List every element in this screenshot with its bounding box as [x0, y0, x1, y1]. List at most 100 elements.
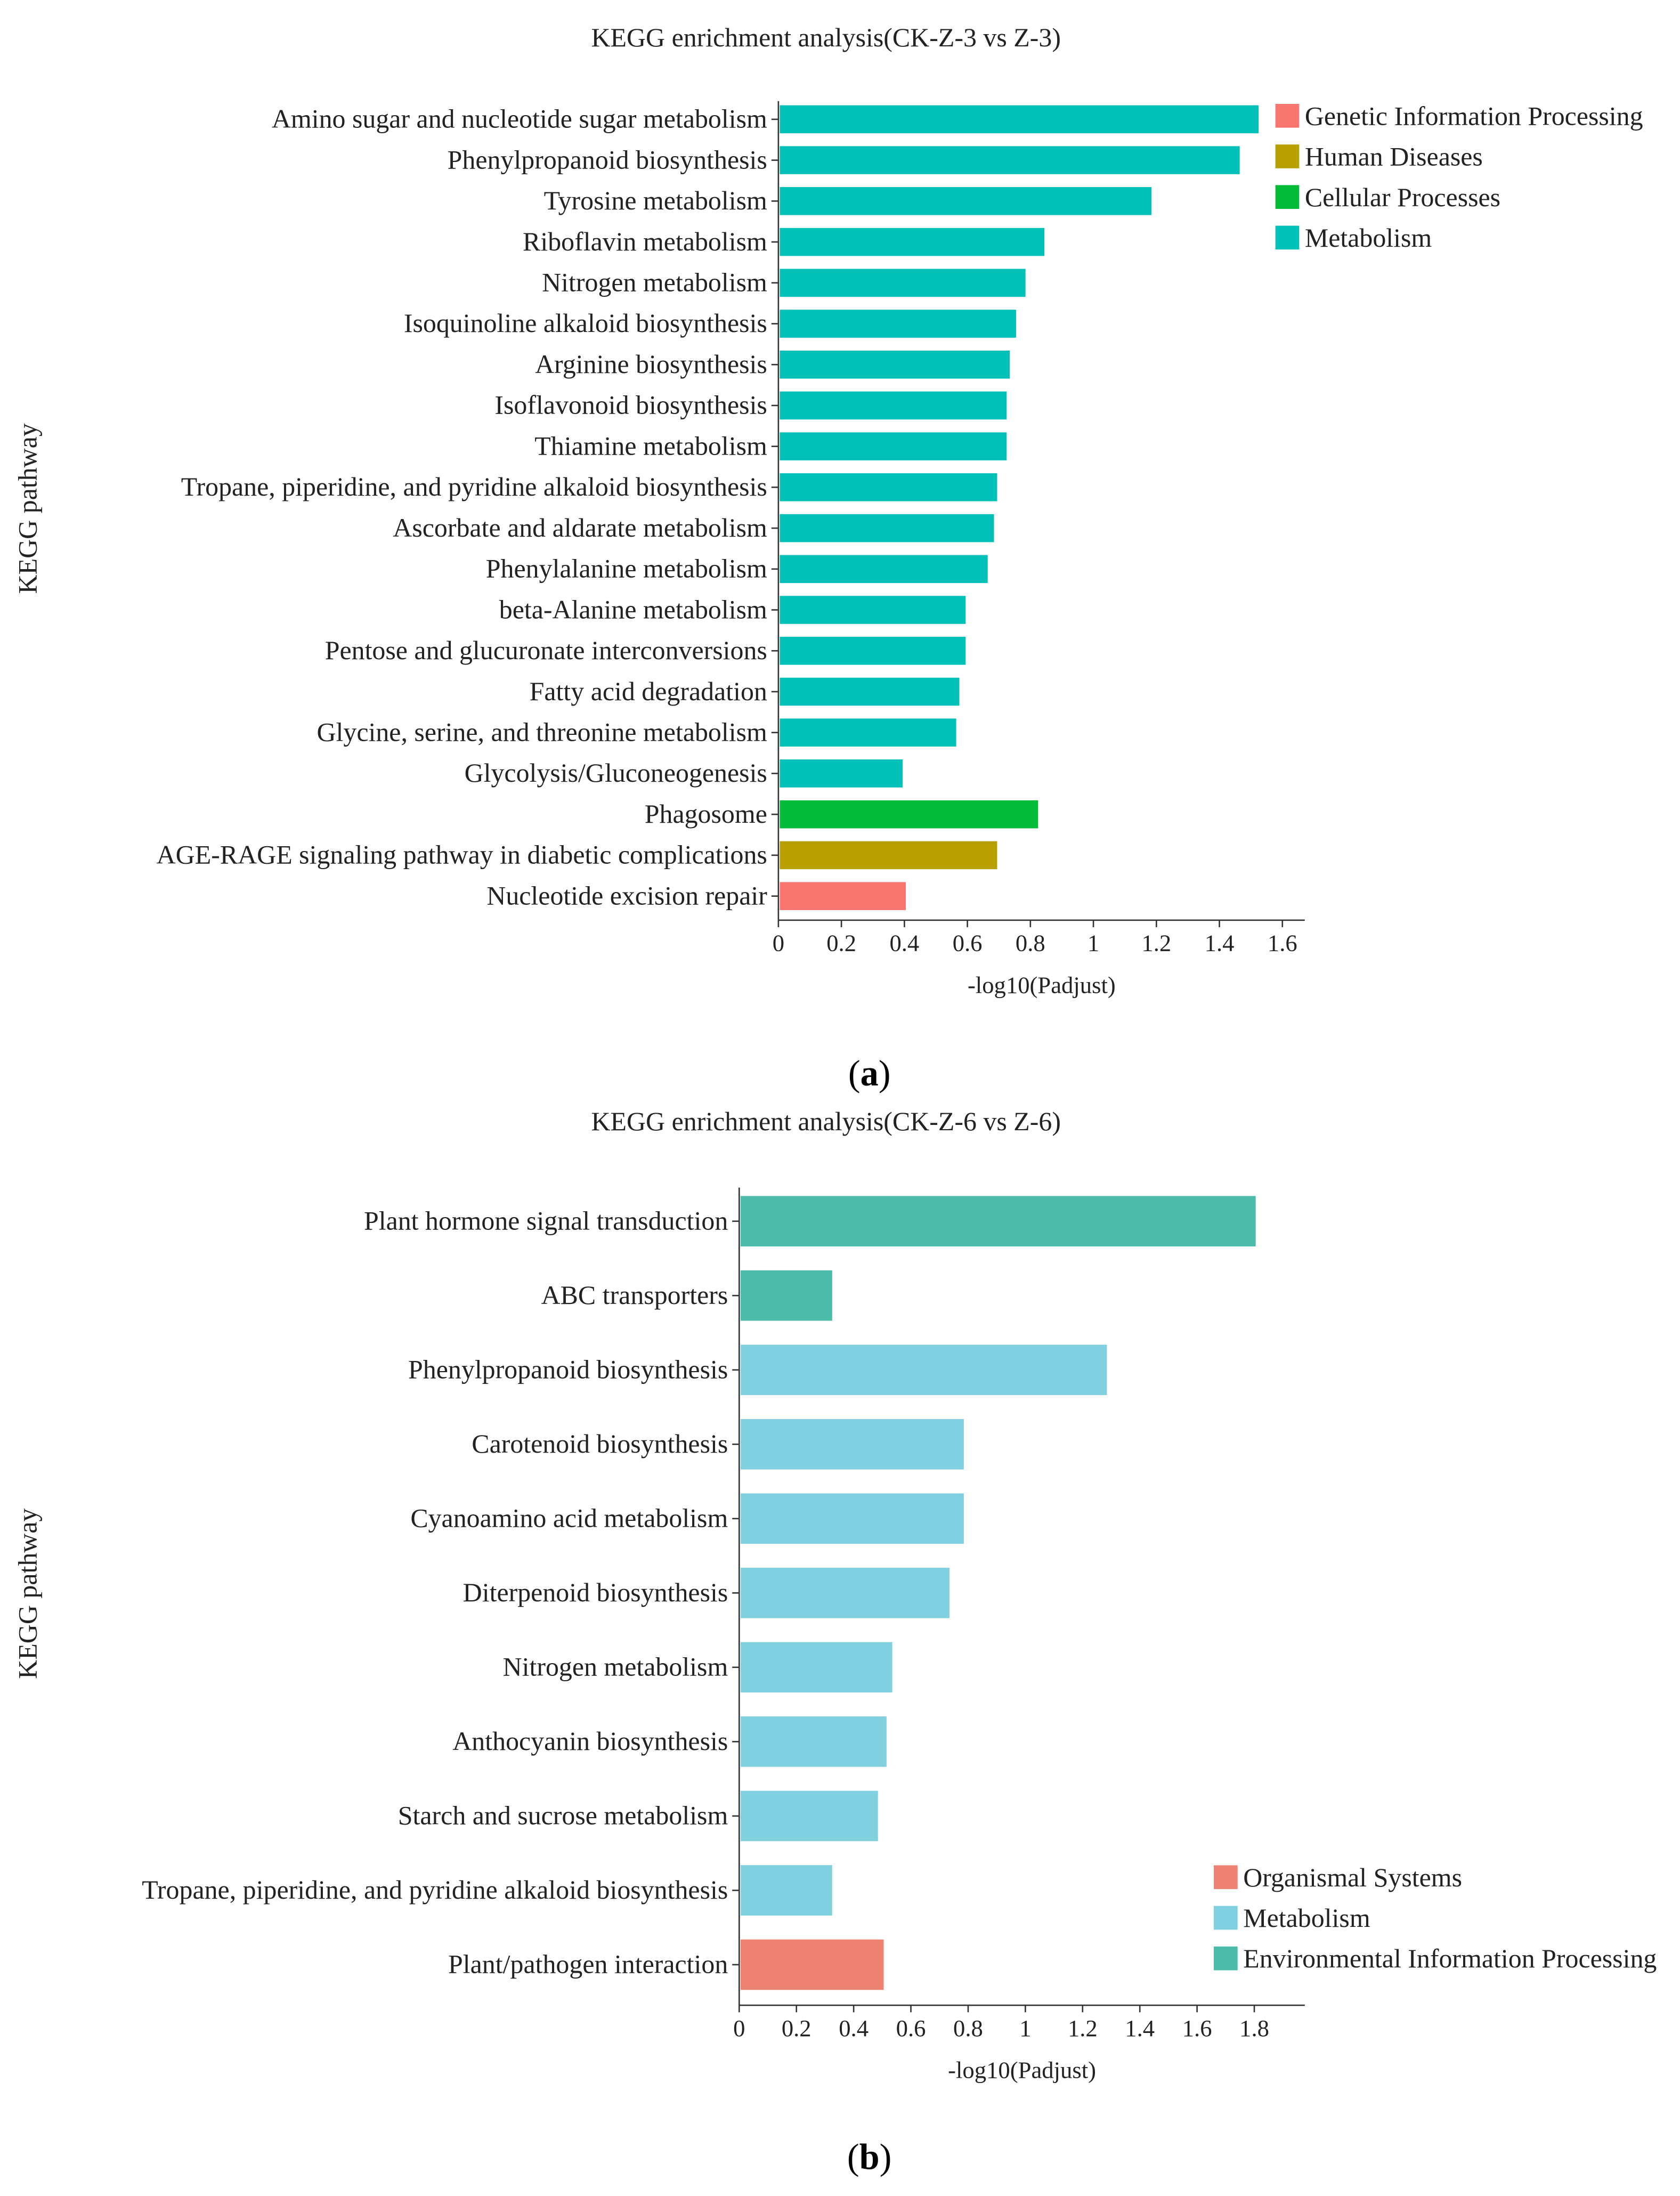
- bar: [780, 514, 994, 542]
- x-tick-label: 0: [773, 930, 784, 957]
- chart-title: KEGG enrichment analysis(CK-Z-3 vs Z-3): [591, 23, 1060, 52]
- legend-label: Organismal Systems: [1243, 1863, 1462, 1892]
- caption-a: (a): [848, 1053, 891, 1093]
- category-label: Tyrosine metabolism: [544, 186, 767, 215]
- x-tick-label: 1.4: [1125, 2015, 1155, 2041]
- category-label: Tropane, piperidine, and pyridine alkalo…: [181, 472, 767, 501]
- bar: [740, 1716, 887, 1767]
- legend-label: Metabolism: [1305, 223, 1432, 253]
- x-tick-label: 0.6: [896, 2015, 926, 2041]
- category-label: Riboflavin metabolism: [523, 227, 767, 256]
- bar: [780, 677, 960, 706]
- category-label: Amino sugar and nucleotide sugar metabol…: [272, 104, 767, 134]
- category-label: Plant hormone signal transduction: [364, 1206, 728, 1235]
- bar: [740, 1493, 964, 1544]
- category-label: AGE-RAGE signaling pathway in diabetic c…: [157, 840, 767, 870]
- bar: [740, 1419, 964, 1470]
- category-label: ABC transporters: [541, 1281, 728, 1310]
- caption-b: (b): [847, 2137, 891, 2177]
- category-label: Nitrogen metabolism: [503, 1652, 728, 1682]
- category-label: Isoquinoline alkaloid biosynthesis: [404, 309, 767, 338]
- bar: [780, 637, 966, 665]
- x-tick-label: 1.2: [1068, 2015, 1098, 2041]
- category-label: Thiamine metabolism: [534, 431, 767, 460]
- category-label: Phenylalanine metabolism: [486, 554, 767, 584]
- x-tick-label: 1: [1019, 2015, 1031, 2041]
- x-tick-label: 0.2: [826, 930, 856, 957]
- bar: [780, 841, 997, 870]
- bar: [740, 1196, 1256, 1247]
- category-label: Diterpenoid biosynthesis: [463, 1578, 728, 1607]
- bar: [740, 1642, 892, 1693]
- legend-swatch: [1275, 185, 1300, 209]
- legend-label: Cellular Processes: [1305, 183, 1500, 212]
- bar: [740, 1865, 832, 1916]
- x-tick-label: 0.8: [1016, 930, 1045, 957]
- legend-label: Genetic Information Processing: [1305, 101, 1643, 131]
- x-tick-label: 0.2: [782, 2015, 811, 2041]
- x-axis-label: -log10(Padjust): [968, 971, 1116, 998]
- category-label: Arginine biosynthesis: [535, 350, 767, 379]
- bar: [740, 1939, 884, 1990]
- category-label: Carotenoid biosynthesis: [472, 1429, 728, 1458]
- legend-swatch: [1275, 225, 1300, 250]
- bar: [740, 1568, 950, 1618]
- y-axis-label: KEGG pathway: [13, 423, 42, 594]
- category-label: Phenylpropanoid biosynthesis: [408, 1355, 728, 1384]
- legend-label: Metabolism: [1243, 1903, 1370, 1933]
- bar: [740, 1344, 1107, 1396]
- bar: [780, 596, 966, 624]
- x-tick-label: 1.6: [1268, 930, 1297, 957]
- x-axis-label: -log10(Padjust): [948, 2057, 1096, 2084]
- bar: [780, 105, 1259, 134]
- category-label: Isoflavonoid biosynthesis: [494, 391, 767, 420]
- chart-b: KEGG enrichment analysis(CK-Z-6 vs Z-6) K…: [13, 1107, 1657, 2084]
- category-label: Fatty acid degradation: [530, 677, 767, 706]
- category-label: Pentose and glucuronate interconversions: [325, 636, 767, 665]
- category-label: Glycolysis/Gluconeogenesis: [465, 758, 767, 788]
- category-label: Starch and sucrose metabolism: [398, 1801, 728, 1830]
- x-tick-label: 1.4: [1205, 930, 1235, 957]
- legend-swatch: [1214, 1946, 1238, 1971]
- x-tick-label: 0.6: [953, 930, 983, 957]
- bar: [740, 1790, 878, 1842]
- legend-swatch: [1214, 1906, 1238, 1930]
- legend-swatch: [1275, 144, 1300, 168]
- x-tick-label: 0.8: [953, 2015, 983, 2041]
- category-label: Phagosome: [645, 799, 767, 829]
- bar: [780, 432, 1007, 460]
- category-label: Ascorbate and aldarate metabolism: [393, 513, 767, 542]
- bar: [780, 228, 1045, 256]
- x-tick-label: 0.4: [839, 2015, 869, 2041]
- y-axis-label: KEGG pathway: [13, 1509, 42, 1679]
- category-label: Nucleotide excision repair: [486, 881, 767, 910]
- x-tick-label: 0: [733, 2015, 745, 2041]
- category-label: Tropane, piperidine, and pyridine alkalo…: [142, 1875, 728, 1905]
- bar: [780, 473, 997, 501]
- category-label: beta-Alanine metabolism: [499, 595, 767, 624]
- category-label: Nitrogen metabolism: [542, 268, 767, 297]
- legend-swatch: [1214, 1865, 1238, 1890]
- x-tick-label: 1.6: [1182, 2015, 1212, 2041]
- bar: [780, 350, 1010, 379]
- bar: [780, 555, 988, 584]
- bar: [780, 759, 903, 788]
- bar: [780, 269, 1026, 297]
- bar: [780, 800, 1038, 829]
- x-tick-label: 1: [1087, 930, 1099, 957]
- x-tick-label: 0.4: [889, 930, 919, 957]
- bar: [780, 310, 1016, 338]
- category-label: Glycine, serine, and threonine metabolis…: [316, 717, 767, 747]
- legend-label: Environmental Information Processing: [1243, 1944, 1657, 1973]
- category-label: Plant/pathogen interaction: [448, 1950, 728, 1979]
- bar: [780, 718, 956, 747]
- legend-label: Human Diseases: [1305, 142, 1483, 172]
- bar: [780, 187, 1152, 215]
- x-tick-label: 1.2: [1141, 930, 1171, 957]
- bar: [780, 882, 906, 910]
- chart-a: KEGG enrichment analysis(CK-Z-3 vs Z-3) K…: [13, 23, 1643, 998]
- legend-swatch: [1275, 103, 1300, 128]
- bar: [740, 1270, 832, 1321]
- x-tick-label: 1.8: [1239, 2015, 1269, 2041]
